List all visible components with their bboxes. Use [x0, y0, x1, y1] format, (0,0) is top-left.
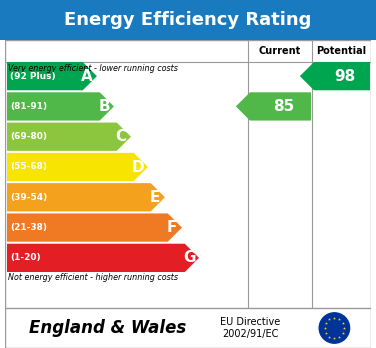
Text: (21-38): (21-38): [10, 223, 47, 232]
Polygon shape: [7, 153, 148, 181]
Text: (1-20): (1-20): [10, 253, 41, 262]
Polygon shape: [7, 183, 165, 212]
Text: Current: Current: [259, 46, 301, 56]
Polygon shape: [7, 62, 97, 90]
Text: England & Wales: England & Wales: [29, 319, 186, 337]
Text: (55-68): (55-68): [10, 163, 47, 172]
Polygon shape: [300, 62, 370, 90]
Text: Potential: Potential: [317, 46, 367, 56]
Text: F: F: [167, 220, 177, 235]
Text: G: G: [183, 250, 195, 266]
Text: (39-54): (39-54): [10, 193, 47, 202]
Polygon shape: [7, 92, 114, 120]
Text: Energy Efficiency Rating: Energy Efficiency Rating: [64, 11, 312, 29]
Text: C: C: [115, 129, 127, 144]
Polygon shape: [7, 244, 199, 272]
Text: 98: 98: [334, 69, 356, 84]
Circle shape: [319, 313, 350, 343]
Text: (92 Plus): (92 Plus): [10, 72, 56, 81]
Text: Very energy efficient - lower running costs: Very energy efficient - lower running co…: [8, 64, 178, 73]
Text: A: A: [81, 69, 93, 84]
Polygon shape: [236, 92, 311, 120]
Text: E: E: [150, 190, 160, 205]
Polygon shape: [7, 122, 131, 151]
Text: D: D: [132, 159, 144, 174]
Text: 85: 85: [273, 99, 294, 114]
Text: B: B: [98, 99, 110, 114]
Text: (81-91): (81-91): [10, 102, 47, 111]
Text: EU Directive
2002/91/EC: EU Directive 2002/91/EC: [220, 317, 280, 339]
Text: (69-80): (69-80): [10, 132, 47, 141]
Text: Not energy efficient - higher running costs: Not energy efficient - higher running co…: [8, 273, 178, 282]
Polygon shape: [7, 213, 182, 242]
